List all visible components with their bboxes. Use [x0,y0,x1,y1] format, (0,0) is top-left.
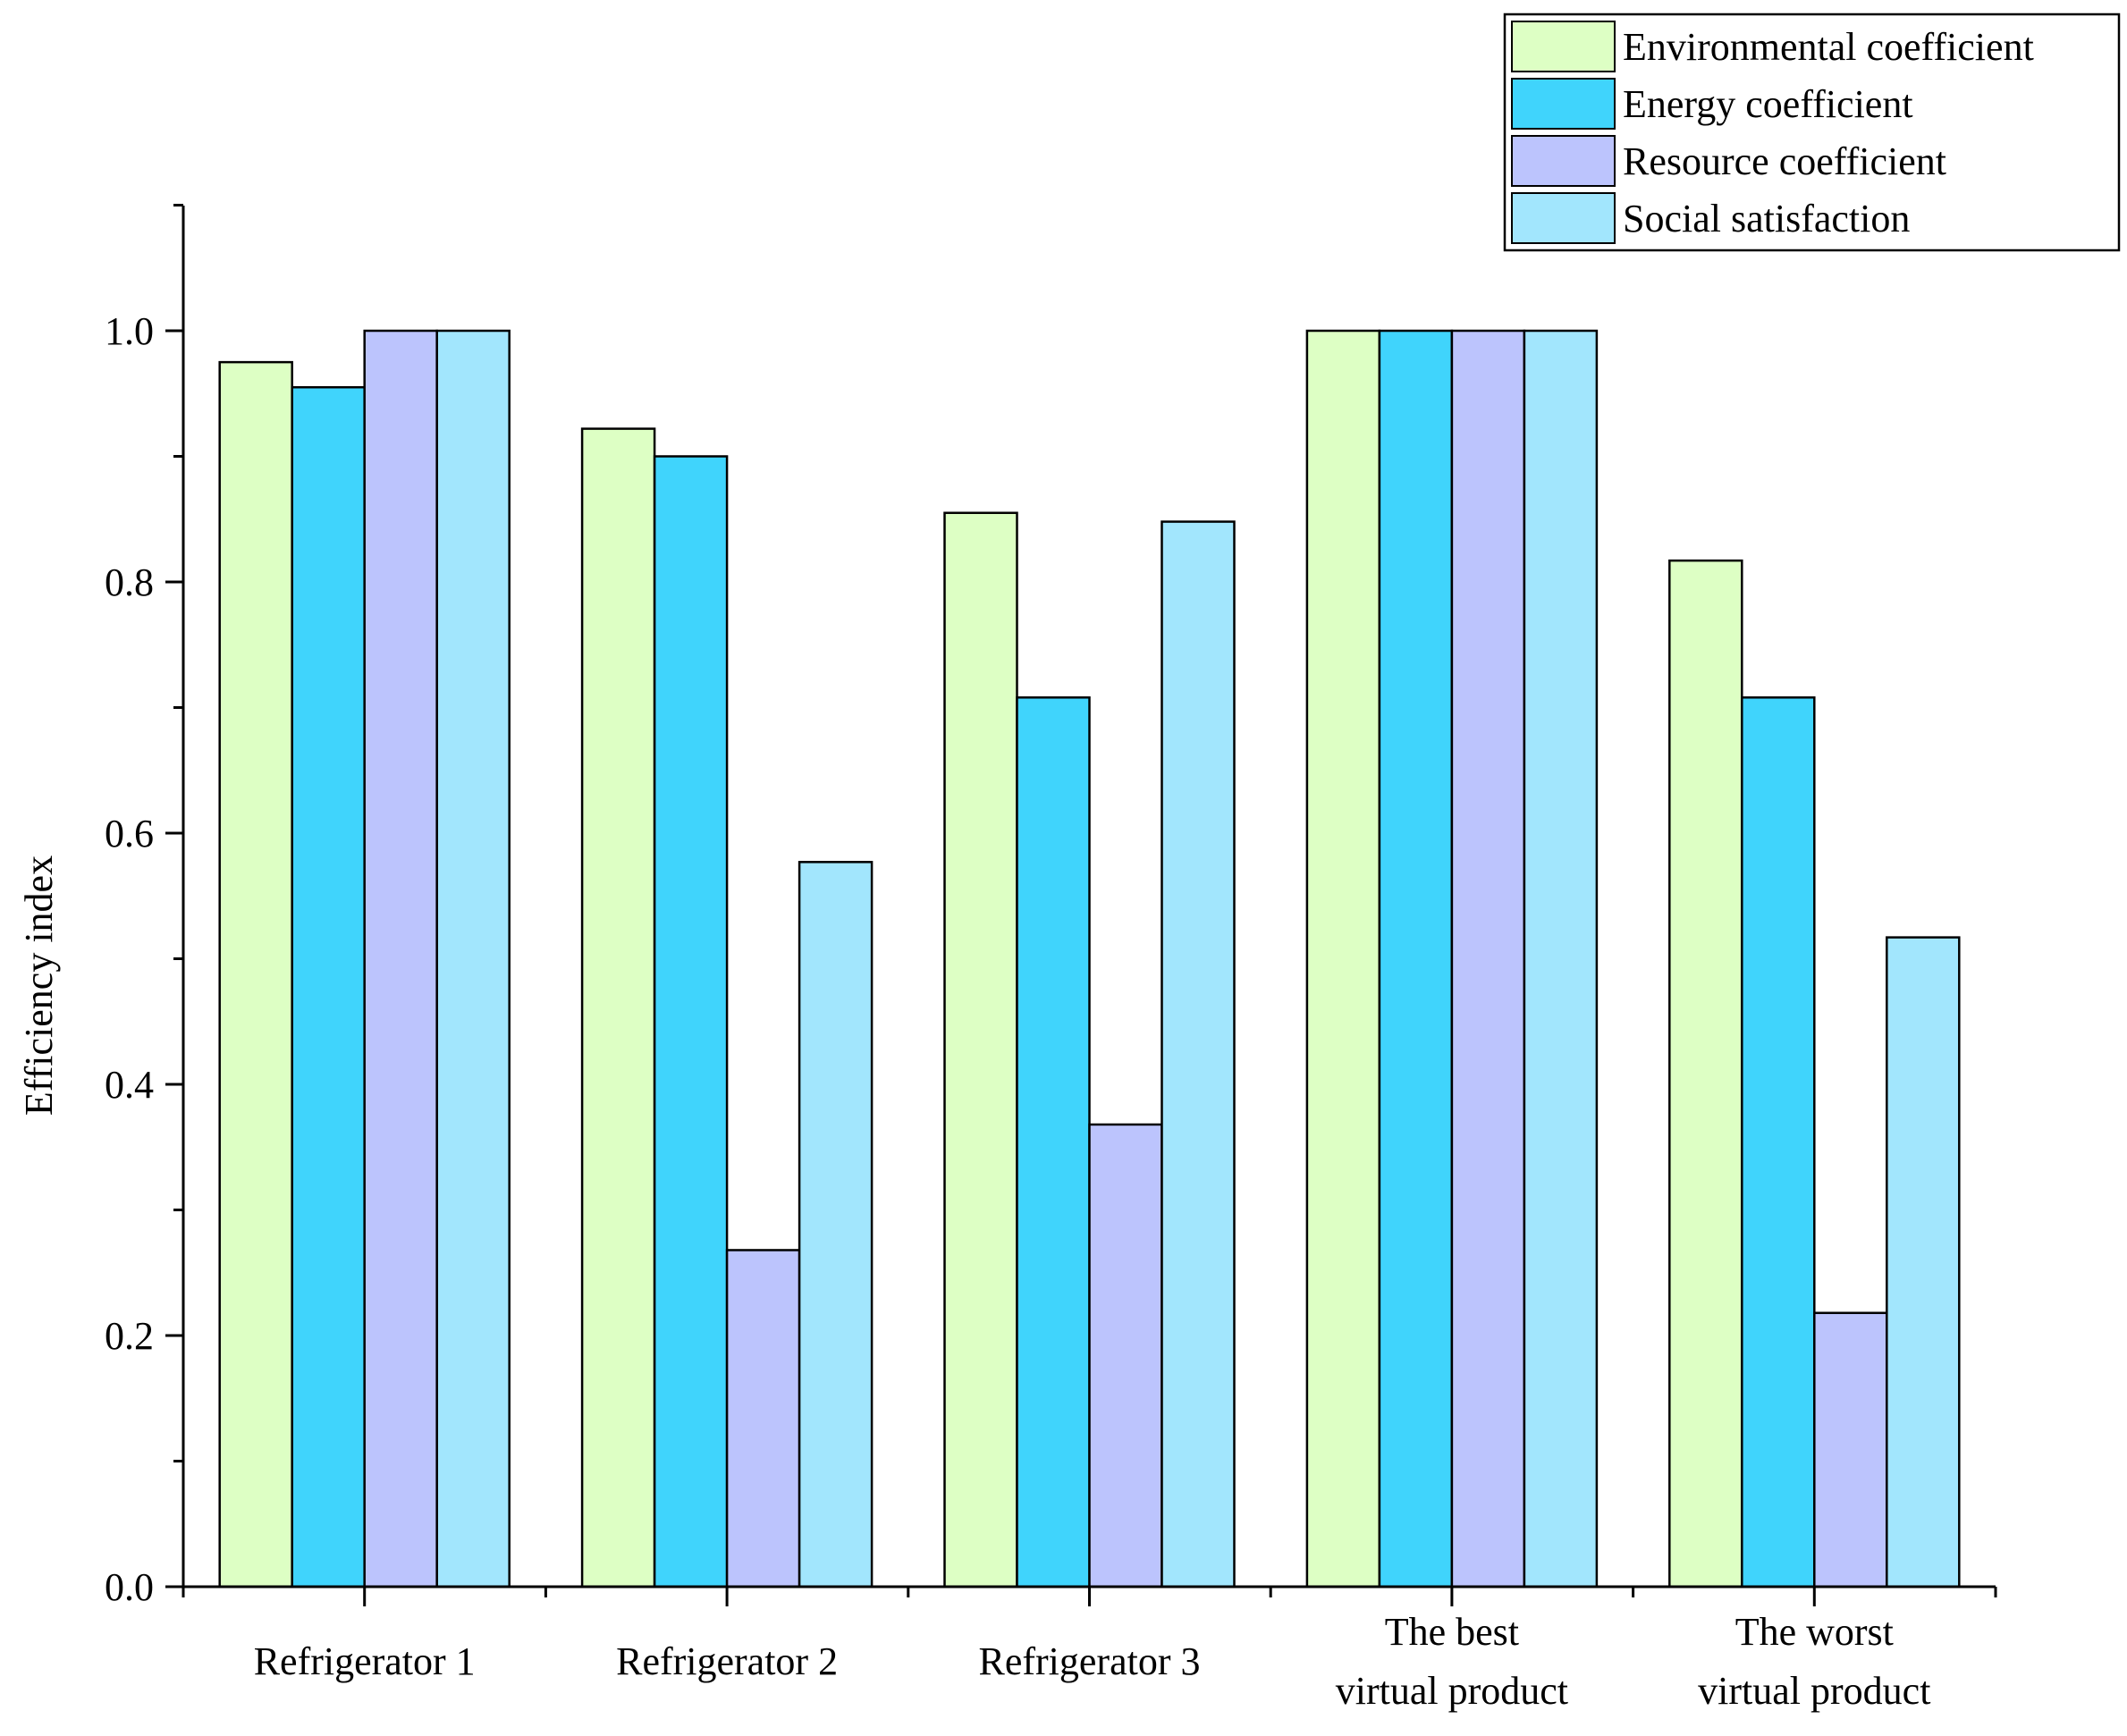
legend-swatch [1511,78,1616,130]
bar-social-satisfaction-5 [1886,936,1961,1589]
y-tick-label: 0.2 [105,1314,154,1358]
bar-social-satisfaction-1 [435,329,511,1589]
legend-swatch [1511,135,1616,187]
x-tick-label: Refrigerator 2 [616,1639,838,1683]
bar-energy-coefficient-3 [1016,696,1091,1589]
y-axis-title: Efficiency index [17,855,61,1116]
x-tick-label: virtual product [1336,1669,1568,1713]
bar-environmental-coefficient-4 [1305,329,1381,1589]
bar-energy-coefficient-5 [1741,696,1816,1589]
x-tick-label: virtual product [1698,1669,1930,1713]
x-tick-label: Refrigerator 1 [254,1639,476,1683]
bars-layer [218,329,1961,1589]
legend-swatch [1511,21,1616,72]
bar-resource-coefficient-5 [1813,1311,1888,1589]
bar-resource-coefficient-2 [725,1249,801,1589]
bar-resource-coefficient-1 [363,329,438,1589]
legend-label: Environmental coefficient [1623,25,2034,69]
legend: Environmental coefficient Energy coeffici… [1503,13,2121,252]
bar-social-satisfaction-3 [1161,520,1236,1589]
bar-energy-coefficient-1 [291,385,366,1589]
y-tick-label: 1.0 [105,309,154,353]
x-tick-label: The best [1385,1610,1519,1654]
legend-label: Social satisfaction [1623,197,1910,240]
bar-energy-coefficient-4 [1378,329,1454,1589]
legend-swatch [1511,192,1616,244]
bar-environmental-coefficient-5 [1668,559,1743,1589]
bar-environmental-coefficient-1 [218,360,293,1589]
bar-environmental-coefficient-3 [943,511,1018,1589]
legend-label: Energy coefficient [1623,82,1913,126]
y-tick-label: 0.8 [105,560,154,604]
y-tick-label: 0.0 [105,1565,154,1609]
legend-label: Resource coefficient [1623,139,1946,183]
bar-resource-coefficient-3 [1088,1123,1163,1589]
bar-social-satisfaction-4 [1523,329,1599,1589]
bar-energy-coefficient-2 [653,455,729,1589]
axes-layer: Refrigerator 1 Refrigerator 2 Refrigerator… [17,204,1997,1713]
x-tick-label: Refrigerator 3 [979,1639,1201,1683]
y-tick-label: 0.6 [105,812,154,855]
y-tick-label: 0.4 [105,1063,154,1107]
bar-social-satisfaction-2 [798,861,874,1589]
bar-environmental-coefficient-2 [580,427,656,1589]
bar-resource-coefficient-4 [1450,329,1526,1589]
x-tick-label: The worst [1735,1610,1894,1654]
